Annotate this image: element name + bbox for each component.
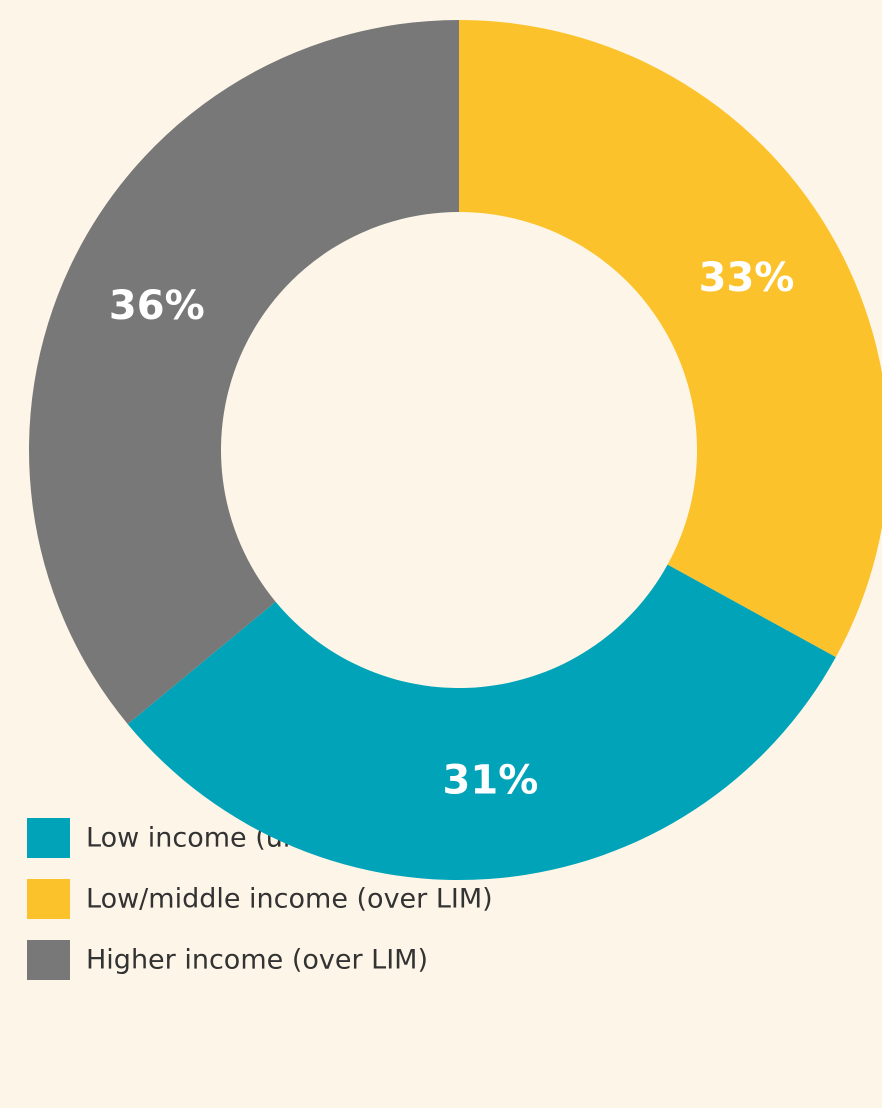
donut-slice <box>29 20 459 725</box>
legend-label: Low/middle income (over LIM) <box>86 884 493 915</box>
value-label: 36% <box>109 283 205 329</box>
legend-swatch <box>27 940 70 980</box>
donut-slice <box>127 564 836 880</box>
donut-slice <box>459 20 882 658</box>
value-label: 31% <box>443 758 539 804</box>
legend-swatch <box>27 818 70 858</box>
value-label: 33% <box>699 255 795 301</box>
legend-label: Higher income (over LIM) <box>86 945 428 976</box>
legend-swatch <box>27 879 70 919</box>
